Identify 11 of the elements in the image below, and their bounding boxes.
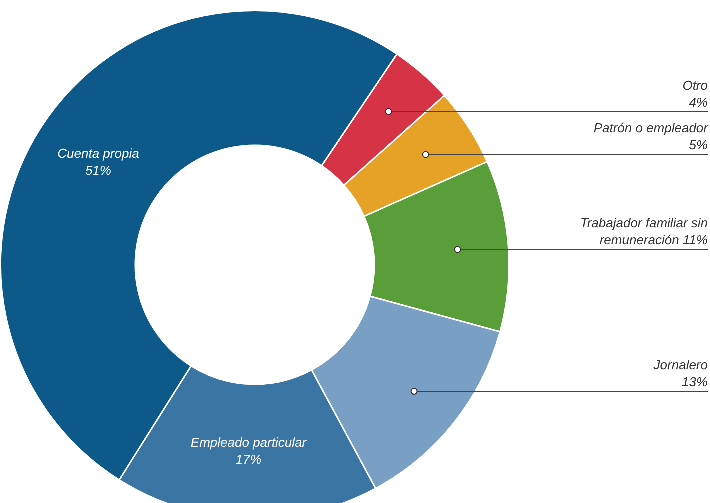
data-label: 13% xyxy=(682,374,708,390)
data-label: 5% xyxy=(689,138,708,153)
slice-label: Patrón o empleador xyxy=(594,120,709,136)
slice-label: Empleado particular xyxy=(190,434,308,450)
slice-label: Jornalero xyxy=(652,357,708,372)
data-label: 51% xyxy=(85,163,112,178)
slice-label: Cuenta propia xyxy=(58,146,140,162)
slice-label: Otro xyxy=(682,78,708,93)
data-label: 4% xyxy=(689,94,708,110)
data-label: 17% xyxy=(236,452,262,467)
slice-label: Trabajador familiar sin remuneración 11% xyxy=(580,216,708,248)
